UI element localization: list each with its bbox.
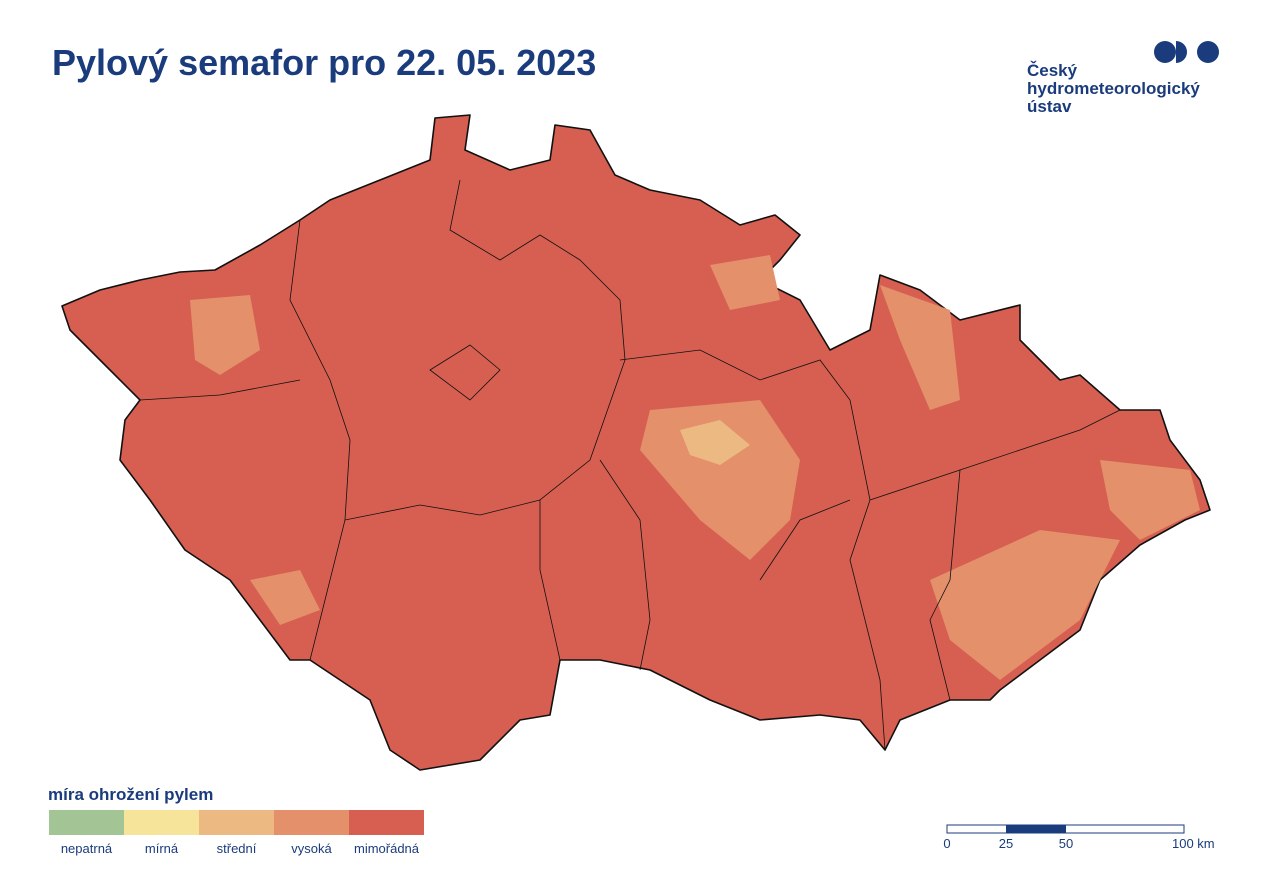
patch xyxy=(880,285,960,410)
logo-text: Český xyxy=(1027,61,1078,80)
logo: Český hydrometeorologický ústav xyxy=(1027,41,1219,116)
logo-mark xyxy=(1197,41,1219,63)
border xyxy=(139,379,301,401)
legend-swatch xyxy=(199,810,274,835)
border xyxy=(429,344,501,401)
scale-label: 0 xyxy=(943,836,950,851)
legend-swatch xyxy=(274,810,349,835)
legend-swatch xyxy=(49,810,124,835)
patch xyxy=(680,420,750,465)
scale-label: 100 km xyxy=(1172,836,1215,851)
legend-label: střední xyxy=(217,841,257,856)
borders xyxy=(139,179,1121,751)
logo-text: hydrometeorologický xyxy=(1027,79,1200,98)
border xyxy=(344,499,541,521)
legend-label: vysoká xyxy=(291,841,332,856)
legend-swatch xyxy=(124,810,199,835)
border xyxy=(619,349,886,751)
patch xyxy=(640,400,800,560)
patches xyxy=(190,255,1200,680)
legend-title: míra ohrožení pylem xyxy=(48,785,213,804)
patch xyxy=(1100,460,1200,540)
border xyxy=(929,469,961,701)
country xyxy=(61,114,1211,771)
map xyxy=(61,114,1211,771)
legend-label: mírná xyxy=(145,841,179,856)
legend-label: nepatrná xyxy=(61,841,113,856)
patch xyxy=(190,295,260,375)
scale-bar: 0 25 50 100 km xyxy=(943,824,1215,851)
scale-bar-segment xyxy=(1006,825,1066,833)
scale-label: 50 xyxy=(1059,836,1073,851)
legend-label: mimořádná xyxy=(354,841,420,856)
patch xyxy=(250,570,320,625)
legend: nepatrná mírná střední vysoká mimořádná xyxy=(49,810,424,856)
border xyxy=(759,499,851,581)
border xyxy=(869,409,1121,501)
logo-mark xyxy=(1154,41,1176,63)
border xyxy=(599,459,651,671)
patch xyxy=(710,255,780,310)
legend-swatch xyxy=(349,810,424,835)
scale-label: 25 xyxy=(999,836,1013,851)
border xyxy=(289,219,351,661)
patch xyxy=(930,530,1120,680)
logo-mark xyxy=(1176,41,1187,63)
border xyxy=(449,179,626,661)
title: Pylový semafor pro 22. 05. 2023 xyxy=(52,42,596,83)
logo-text: ústav xyxy=(1027,97,1072,116)
